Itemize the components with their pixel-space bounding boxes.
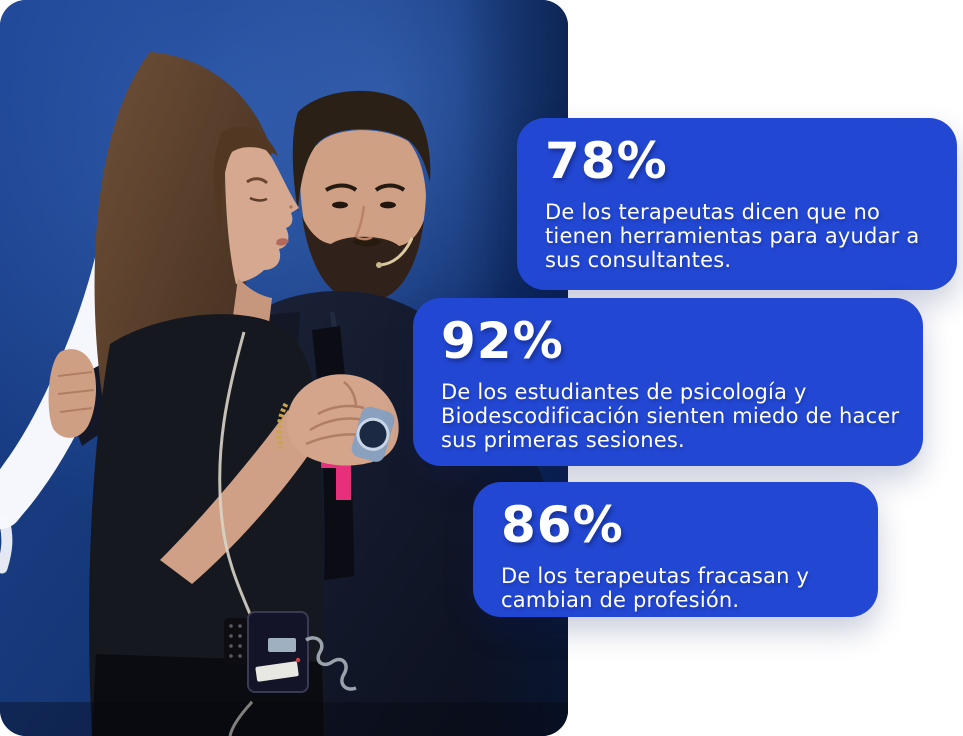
man-beard (302, 216, 424, 303)
gold-bracelet (276, 402, 289, 449)
headset-mic (379, 237, 414, 267)
closed-eye (249, 196, 268, 202)
man-hand-on-shoulder (48, 349, 96, 438)
coiled-cable (305, 636, 357, 691)
stat-card-therapists-quit: 86% De los terapeutas fracasan y cambian… (473, 482, 878, 617)
stat-value: 86% (501, 496, 624, 554)
woman-face (224, 137, 299, 284)
stat-description: De los estudiantes de psicología y Biode… (441, 380, 900, 452)
mic-cable (218, 331, 254, 736)
stat-card-students-fear: 92% De los estudiantes de psicología y B… (413, 298, 923, 466)
wrist-watch (351, 406, 395, 462)
stat-card-therapists-tools: 78% De los terapeutas dicen que no tiene… (517, 118, 957, 290)
man-hair (292, 90, 431, 212)
stage-floor-shadow (0, 702, 568, 736)
stat-description: De los terapeutas fracasan y cambian de … (501, 564, 810, 612)
stat-description: De los terapeutas dicen que no tienen he… (545, 200, 920, 272)
stat-value: 78% (545, 132, 668, 190)
stat-value: 92% (441, 312, 564, 370)
mic-transmitter-pack (224, 611, 357, 693)
woman-forearm (160, 410, 320, 584)
